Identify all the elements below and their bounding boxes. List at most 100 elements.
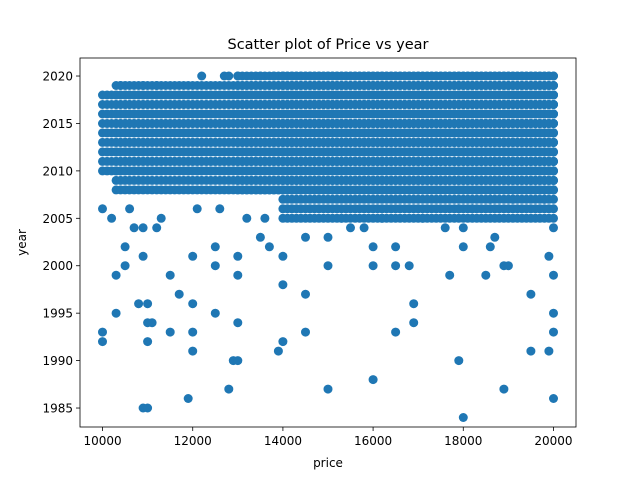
data-point-4059 xyxy=(549,223,558,233)
data-point-4015 xyxy=(233,318,243,328)
data-point-4025 xyxy=(301,327,310,337)
data-point-3068 xyxy=(549,213,558,223)
data-point-4075 xyxy=(485,194,495,204)
data-point-4002 xyxy=(165,327,175,337)
data-point-3993 xyxy=(138,251,148,261)
data-point-4017 xyxy=(233,270,243,280)
data-point-3992 xyxy=(138,223,148,233)
data-point-4032 xyxy=(368,261,378,271)
data-point-4006 xyxy=(188,327,198,337)
data-point-4058 xyxy=(544,251,554,261)
data-point-4063 xyxy=(156,213,166,223)
data-point-4082 xyxy=(197,71,207,81)
data-point-4071 xyxy=(418,213,428,223)
data-point-3190 xyxy=(549,194,558,204)
data-point-3800 xyxy=(549,100,558,109)
data-point-4024 xyxy=(301,289,310,299)
data-point-3495 xyxy=(549,147,558,157)
data-point-3986 xyxy=(111,270,121,280)
data-point-3373 xyxy=(549,166,558,176)
data-point-4065 xyxy=(215,204,225,214)
data-point-4055 xyxy=(549,327,558,337)
x-tick-label-5: 20000 xyxy=(534,434,572,448)
data-point-4022 xyxy=(278,280,288,290)
data-point-4041 xyxy=(454,356,464,366)
data-point-4010 xyxy=(210,308,220,318)
data-point-4000 xyxy=(152,223,162,233)
data-point-4056 xyxy=(549,308,558,318)
data-point-4052 xyxy=(526,346,536,356)
data-point-3991 xyxy=(134,299,144,309)
data-point-3988 xyxy=(120,242,130,252)
plot-frame xyxy=(79,57,577,428)
data-point-4078 xyxy=(539,194,549,204)
data-point-4027 xyxy=(323,384,333,394)
data-point-4030 xyxy=(346,223,355,233)
data-point-4086 xyxy=(255,71,265,81)
data-point-4087 xyxy=(269,71,279,81)
data-point-4047 xyxy=(490,232,500,242)
data-point-4051 xyxy=(526,289,536,299)
data-point-4034 xyxy=(391,242,401,252)
x-axis-label: price xyxy=(313,456,343,470)
y-axis: 1985 1990 1995 2000 2005 2010 2015 2020 xyxy=(42,70,80,416)
data-point-3861 xyxy=(549,90,558,100)
data-point-4074 xyxy=(467,204,477,214)
data-point-4053 xyxy=(544,346,554,356)
x-tick-label-1: 12000 xyxy=(174,434,212,448)
data-point-4077 xyxy=(530,185,540,195)
data-point-4066 xyxy=(242,213,252,223)
x-tick-label-4: 18000 xyxy=(444,434,482,448)
data-point-4004 xyxy=(183,394,193,403)
x-axis: 10000 12000 14000 16000 18000 20000 xyxy=(83,427,573,448)
data-point-4085 xyxy=(233,71,243,81)
data-point-3995 xyxy=(143,403,153,413)
x-tick-label-2: 14000 xyxy=(264,434,302,448)
data-point-3996 xyxy=(143,299,153,309)
data-point-4048 xyxy=(499,384,509,394)
data-point-4064 xyxy=(192,204,202,214)
data-point-4084 xyxy=(224,71,234,81)
data-point-4060 xyxy=(98,204,107,214)
data-point-4081 xyxy=(152,81,162,90)
y-tick-label-1: 1990 xyxy=(42,354,73,368)
y-tick-label-3: 2000 xyxy=(42,259,73,273)
data-point-4036 xyxy=(391,261,401,271)
data-point-4020 xyxy=(273,346,283,356)
data-point-4031 xyxy=(368,375,378,385)
y-tick-label-7: 2020 xyxy=(42,70,73,84)
data-point-4067 xyxy=(260,213,270,223)
data-point-4046 xyxy=(485,242,495,252)
data-point-4070 xyxy=(377,213,387,223)
data-point-3312 xyxy=(549,175,558,185)
data-point-4045 xyxy=(481,270,491,280)
data-point-4040 xyxy=(445,270,455,280)
data-point-4008 xyxy=(188,251,198,261)
data-point-4043 xyxy=(458,242,468,252)
data-point-4073 xyxy=(454,204,464,214)
y-tick-label-0: 1985 xyxy=(42,402,73,416)
data-point-3990 xyxy=(129,223,139,233)
data-point-3987 xyxy=(111,308,121,318)
data-point-4057 xyxy=(549,270,558,280)
data-points xyxy=(98,71,558,422)
data-point-3129 xyxy=(549,204,558,214)
y-tick-label-5: 2010 xyxy=(42,164,73,178)
data-point-4014 xyxy=(233,356,243,366)
data-point-4026 xyxy=(301,232,310,242)
y-tick-label-2: 1995 xyxy=(42,307,73,321)
data-point-4012 xyxy=(224,384,234,394)
data-point-3617 xyxy=(549,128,558,138)
data-point-4009 xyxy=(210,242,220,252)
data-point-3983 xyxy=(549,71,558,81)
data-point-3251 xyxy=(549,185,558,195)
data-point-4076 xyxy=(508,194,518,204)
data-point-3985 xyxy=(98,337,107,347)
data-point-4028 xyxy=(323,261,333,271)
data-point-4044 xyxy=(458,223,468,233)
data-point-4021 xyxy=(278,337,288,347)
data-point-3984 xyxy=(98,327,107,337)
data-point-3999 xyxy=(147,318,157,328)
chart-title: Scatter plot of Price vs year xyxy=(228,37,429,53)
data-point-4050 xyxy=(503,261,513,271)
